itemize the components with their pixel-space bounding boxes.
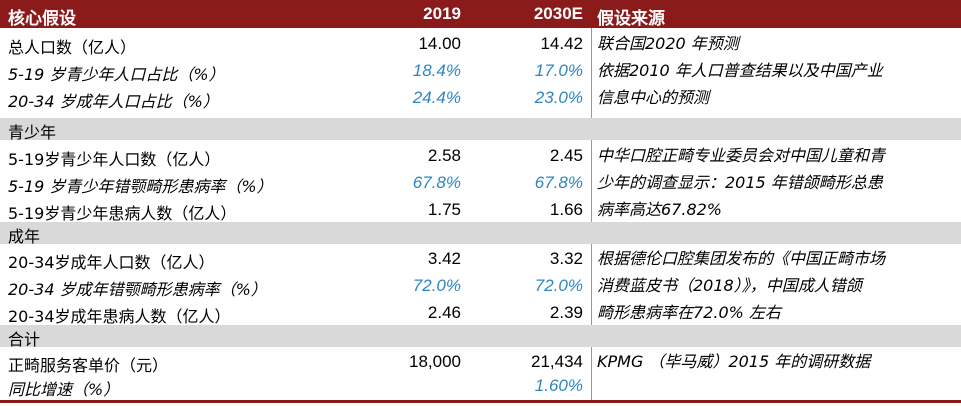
- value-2019: 24.4%: [412, 88, 461, 107]
- row-label: 20-34 岁成年人口占比（%）: [8, 92, 219, 111]
- value-2030e: 1.66: [549, 200, 583, 219]
- value-2030e: 17.0%: [534, 61, 583, 80]
- source-line: 联合国2020 年预测: [597, 34, 739, 53]
- table-header: 核心假设 2019 2030E 假设来源: [0, 0, 961, 29]
- table-row: 同比增速（%） 1.60%: [0, 376, 961, 400]
- section-title: 青少年: [8, 123, 57, 142]
- source-line: 消费蓝皮书（2018）》，中国成人错颌: [597, 276, 862, 295]
- source-line: 依据2010 年人口普查结果以及中国产业: [597, 61, 883, 80]
- value-2030e: 23.0%: [534, 88, 583, 107]
- value-2019: 2.46: [427, 303, 461, 322]
- row-label: 总人口数（亿人）: [8, 38, 137, 57]
- table-row: 5-19岁青少年人口数（亿人） 2.58 2.45: [0, 146, 961, 170]
- table-row: 5-19岁青少年患病人数（亿人） 1.75 1.66: [0, 200, 961, 224]
- table-row: 20-34岁成年人口数（亿人） 3.42 3.32: [0, 249, 961, 273]
- source-line: 中华口腔正畸专业委员会对中国儿童和青: [597, 146, 886, 165]
- section-adult: 成年: [0, 222, 961, 246]
- value-2030e: 1.60%: [534, 376, 583, 395]
- column-divider: [591, 140, 592, 222]
- table-row: 正畸服务客单价（元） 18,000 21,434: [0, 352, 961, 376]
- section-title: 合计: [8, 330, 41, 349]
- value-2019: 1.75: [427, 200, 461, 219]
- row-label: 20-34 岁成年错颚畸形患病率（%）: [8, 280, 267, 299]
- value-2030e: 67.8%: [534, 173, 583, 192]
- column-divider: [591, 243, 592, 325]
- section-total: 合计: [0, 325, 961, 349]
- table-row: 20-34 岁成年人口占比（%） 24.4% 23.0%: [0, 88, 961, 112]
- source-line: 少年的调查显示：2015 年错颌畸形总患: [597, 173, 883, 192]
- value-2019: 2.58: [427, 146, 461, 165]
- value-2030e: 2.45: [549, 146, 583, 165]
- row-label: 5-19 岁青少年错颚畸形患病率（%）: [8, 177, 273, 196]
- column-divider: [591, 28, 592, 118]
- value-2030e: 2.39: [549, 303, 583, 322]
- row-label: 5-19 岁青少年人口占比（%）: [8, 65, 225, 84]
- table-row: 20-34岁成年患病人数（亿人） 2.46 2.39: [0, 303, 961, 327]
- bottom-border: [0, 400, 961, 403]
- value-2030e: 3.32: [549, 249, 583, 268]
- source-adult: 根据德伦口腔集团发布的《中国正畸市场 消费蓝皮书（2018）》，中国成人错颌 畸…: [597, 245, 885, 326]
- value-2030e: 72.0%: [534, 276, 583, 295]
- value-2019: 18.4%: [412, 61, 461, 80]
- section-youth: 青少年: [0, 118, 961, 142]
- source-line: 畸形患病率在72.0% 左右: [597, 303, 781, 322]
- value-2019: 72.0%: [412, 276, 461, 295]
- header-source: 假设来源: [597, 9, 665, 29]
- source-line: 病率高达67.82%: [597, 200, 723, 219]
- table-row: 20-34 岁成年错颚畸形患病率（%） 72.0% 72.0%: [0, 276, 961, 300]
- value-2030e: 14.42: [540, 34, 583, 53]
- value-2030e: 21,434: [531, 352, 583, 371]
- table-row: 5-19 岁青少年人口占比（%） 18.4% 17.0%: [0, 61, 961, 85]
- row-label: 5-19岁青少年人口数（亿人）: [8, 150, 221, 169]
- source-total: KPMG （毕马威）2015 年的调研数据: [597, 352, 871, 371]
- row-label: 正畸服务客单价（元）: [8, 356, 169, 375]
- value-2019: 18,000: [409, 352, 461, 371]
- header-core-assumption: 核心假设: [8, 9, 76, 29]
- value-2019: 3.42: [427, 249, 461, 268]
- value-2019: 67.8%: [412, 173, 461, 192]
- row-label: 同比增速（%）: [8, 380, 120, 399]
- row-label: 5-19岁青少年患病人数（亿人）: [8, 204, 237, 223]
- header-2030e: 2030E: [533, 4, 583, 23]
- section-title: 成年: [8, 227, 41, 246]
- source-youth: 中华口腔正畸专业委员会对中国儿童和青 少年的调查显示：2015 年错颌畸形总患 …: [597, 142, 885, 223]
- table-row: 5-19 岁青少年错颚畸形患病率（%） 67.8% 67.8%: [0, 173, 961, 197]
- table-row: 总人口数（亿人） 14.00 14.42: [0, 34, 961, 58]
- header-2019: 2019: [423, 4, 461, 23]
- row-label: 20-34岁成年人口数（亿人）: [8, 253, 215, 272]
- row-label: 20-34岁成年患病人数（亿人）: [8, 307, 231, 326]
- value-2019: 14.00: [418, 34, 461, 53]
- column-divider: [591, 346, 592, 400]
- source-line: 信息中心的预测: [597, 88, 710, 107]
- source-line: 根据德伦口腔集团发布的《中国正畸市场: [597, 249, 886, 268]
- source-population: 联合国2020 年预测 依据2010 年人口普查结果以及中国产业 信息中心的预测: [597, 30, 883, 111]
